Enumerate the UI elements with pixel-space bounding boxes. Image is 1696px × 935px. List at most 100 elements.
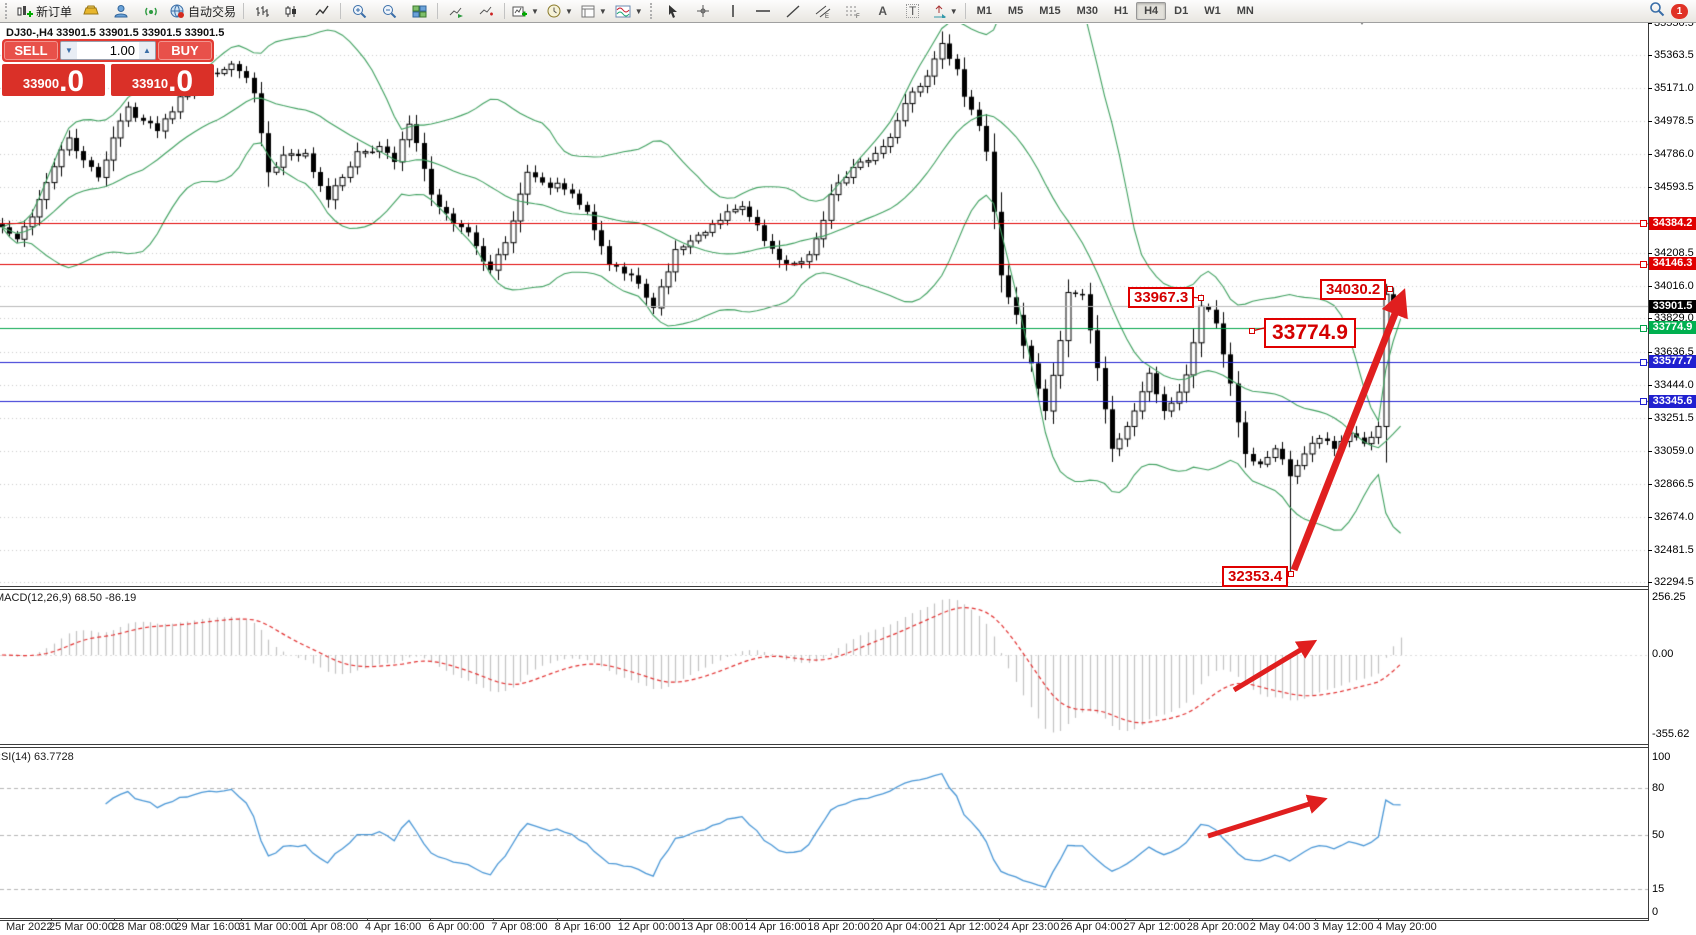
tab-timeframe-m30[interactable]: M30 (1076, 5, 1099, 17)
tab-timeframe-m5[interactable]: M5 (1007, 5, 1024, 17)
time-axis-label: 20 Apr 04:00 (870, 921, 933, 933)
tile-windows-icon[interactable] (404, 0, 434, 22)
tab-timeframe-h1[interactable]: H1 (1114, 5, 1129, 17)
price-marker-chip: 33901.5 (1649, 299, 1696, 313)
price-marker-chip: 34146.3 (1649, 257, 1696, 271)
time-axis-tick (493, 918, 495, 921)
sell-price[interactable]: 33900.0 (2, 64, 105, 97)
price-axis-tick-label: 34786.0 (1654, 148, 1694, 161)
auto-scroll-icon[interactable] (441, 0, 471, 22)
notifications-icon[interactable]: 1 (1671, 3, 1688, 19)
tab-timeframe-m15[interactable]: M15 (1039, 5, 1061, 17)
buy-price[interactable]: 33910.0 (111, 64, 214, 97)
time-axis-tick (1188, 918, 1190, 921)
price-axis-tick-label: 33444.0 (1654, 378, 1694, 391)
price-axis-tick-label: 34208.5 (1654, 247, 1694, 260)
line-chart-type-icon[interactable] (307, 0, 337, 22)
chart-shift-icon[interactable] (471, 0, 501, 22)
macd-axis-label: -355.62 (1652, 728, 1690, 740)
cursor-tool-icon[interactable] (658, 0, 688, 22)
sell-price-main: 33900 (22, 76, 60, 91)
time-axis-tick (303, 918, 305, 921)
time-axis-label: 18 Apr 20:00 (807, 921, 870, 933)
horizontal-line-tool-icon[interactable] (748, 0, 778, 22)
volume-input[interactable] (77, 42, 139, 59)
sell-button[interactable]: SELL (4, 41, 58, 60)
rsi-axis-label: 15 (1652, 882, 1665, 895)
rsi-pane-canvas[interactable] (0, 749, 1648, 918)
volume-decrease-button[interactable]: ▼ (61, 42, 77, 59)
new-chart-button[interactable]: ▼ (508, 0, 543, 22)
main-chart-canvas[interactable] (0, 24, 1648, 586)
tab-timeframe-m1[interactable]: M1 (976, 5, 992, 17)
trendline-tool-icon[interactable] (778, 0, 808, 22)
time-axis-tick (430, 918, 432, 921)
autotrade-button[interactable]: 自动交易 (166, 0, 240, 22)
periods-clock-button[interactable]: ▼ (543, 0, 577, 22)
buy-button[interactable]: BUY (158, 41, 212, 60)
crosshair-tool-icon[interactable] (688, 0, 718, 22)
line-handle[interactable] (1640, 324, 1647, 332)
time-axis-label: 2 May 04:00 (1249, 921, 1311, 933)
time-axis-tick (114, 918, 116, 921)
tab-timeframe-mn[interactable]: MN (1236, 5, 1254, 17)
macd-axis-label: 256.25 (1652, 591, 1686, 603)
price-axis-tick (1648, 154, 1652, 155)
search-icon[interactable] (1649, 1, 1665, 22)
tab-timeframe-h4[interactable]: H4 (1136, 2, 1167, 20)
line-handle[interactable] (1640, 220, 1647, 228)
time-axis-tick (240, 918, 242, 921)
price-axis-tick (1648, 352, 1652, 353)
gold-ingot-icon[interactable] (76, 0, 106, 22)
price-axis-tick-label: 34593.5 (1654, 181, 1694, 194)
line-handle[interactable] (1640, 260, 1647, 268)
autotrade-label: 自动交易 (188, 4, 237, 19)
signals-icon[interactable] (136, 0, 166, 22)
tab-timeframe-w1[interactable]: W1 (1204, 5, 1221, 17)
label-tool-icon[interactable]: T (898, 0, 928, 22)
volume-increase-button[interactable]: ▲ (139, 42, 155, 59)
pane-divider[interactable] (0, 586, 1649, 587)
tab-timeframe-d1[interactable]: D1 (1174, 5, 1189, 17)
price-axis-tick (1648, 88, 1652, 89)
toolbar-separator (964, 3, 966, 19)
zoom-out-icon[interactable] (374, 0, 404, 22)
templates-button[interactable]: ▼ (577, 0, 611, 22)
community-profile-icon[interactable] (106, 0, 136, 22)
vertical-line-tool-icon[interactable] (718, 0, 748, 22)
time-axis-tick (177, 918, 179, 921)
time-axis-label: 28 Apr 20:00 (1186, 921, 1249, 933)
rsi-axis-label: 0 (1652, 906, 1659, 918)
fibonacci-tool-icon[interactable]: F (838, 0, 868, 22)
time-axis-label: 13 Apr 08:00 (681, 921, 744, 933)
rsi-axis-label: 100 (1652, 751, 1671, 763)
trade-panel-row: SELL ▼ ▲ BUY (2, 39, 214, 62)
price-annotation: 32353.4 (1222, 566, 1289, 587)
time-axis-label: 26 Apr 04:00 (1060, 921, 1123, 933)
equidistant-channel-tool-icon[interactable]: E (808, 0, 838, 22)
bar-chart-type-icon[interactable] (247, 0, 277, 22)
time-axis-tick (367, 918, 368, 921)
volume-stepper: ▼ ▲ (60, 41, 156, 60)
buy-price-main: 33910 (131, 76, 169, 91)
time-axis-label: 27 Apr 12:00 (1123, 921, 1186, 933)
price-annotation: 34030.2 (1320, 279, 1387, 300)
shapes-tool-button[interactable]: ▼ (928, 0, 962, 22)
time-axis-label: 7 Apr 08:00 (491, 921, 548, 933)
line-handle[interactable] (1640, 398, 1647, 406)
line-handle[interactable] (1640, 358, 1647, 366)
pane-divider[interactable] (0, 589, 1649, 590)
new-order-button[interactable]: 新订单 (13, 0, 76, 22)
price-axis-tick (1648, 385, 1652, 386)
text-tool-icon[interactable]: A (878, 4, 888, 18)
macd-pane-canvas[interactable] (0, 590, 1648, 743)
pane-divider[interactable] (0, 747, 1649, 748)
indicators-button[interactable]: ▼ (611, 0, 647, 22)
zoom-in-icon[interactable] (344, 0, 374, 22)
time-axis-label: 31 Mar 00:00 (238, 921, 304, 933)
chevron-down-icon: ▼ (949, 6, 958, 16)
price-axis-tick (1648, 582, 1652, 583)
time-axis-tick (51, 918, 52, 921)
pane-divider[interactable] (0, 744, 1649, 745)
candlestick-chart-type-icon[interactable] (277, 0, 307, 22)
